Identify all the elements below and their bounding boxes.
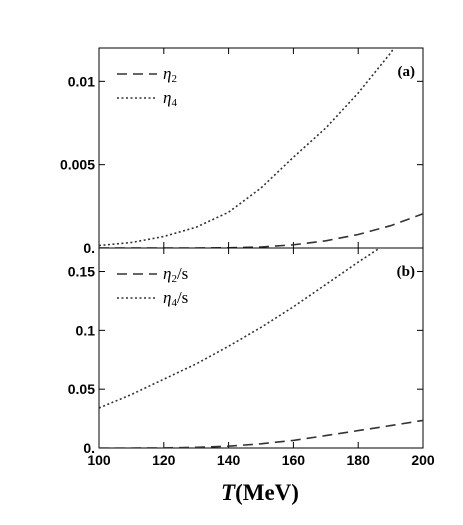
panel-a: 0. 0.005 0.01 η2 η4 (a)	[60, 47, 424, 256]
y-tick-label: 0.01	[68, 73, 95, 89]
legend-label: η4	[163, 88, 177, 109]
x-axis-unit: (MeV)	[235, 480, 299, 505]
x-axis-label: T(MeV)	[221, 480, 299, 505]
y-tick-label: 0.1	[76, 322, 96, 338]
y-tick-label: 0.15	[68, 264, 95, 280]
x-tick-label: 100	[87, 452, 111, 468]
y-tick-label: 0.	[83, 240, 95, 256]
legend-label: η2/s	[163, 264, 188, 285]
x-tick-label: 200	[411, 452, 435, 468]
x-tick-label: 140	[217, 452, 241, 468]
series-line-4-per-s	[99, 248, 382, 409]
panel-b: 0. 0.05 0.1 0.15 100 120 140 160 180 200 η2/s η4/s (…	[68, 247, 435, 468]
series-line-2	[99, 213, 423, 248]
y-tick-label: 0.	[83, 440, 95, 456]
legend-label: η2	[163, 64, 177, 85]
x-tick-label: 180	[347, 452, 371, 468]
plot-frame-b	[98, 247, 424, 449]
y-tick-label: 0.05	[68, 381, 95, 397]
legend-label: η4/s	[163, 288, 188, 309]
x-tick-label: 120	[152, 452, 176, 468]
series-line-4	[99, 48, 396, 247]
x-axis-variable: T	[221, 480, 236, 505]
panel-label: (b)	[397, 264, 415, 280]
panel-label: (a)	[398, 64, 416, 80]
plot-frame-a	[98, 47, 424, 249]
series-line-2-per-s	[99, 419, 423, 448]
x-tick-label: 160	[282, 452, 306, 468]
y-tick-label: 0.005	[60, 157, 95, 173]
